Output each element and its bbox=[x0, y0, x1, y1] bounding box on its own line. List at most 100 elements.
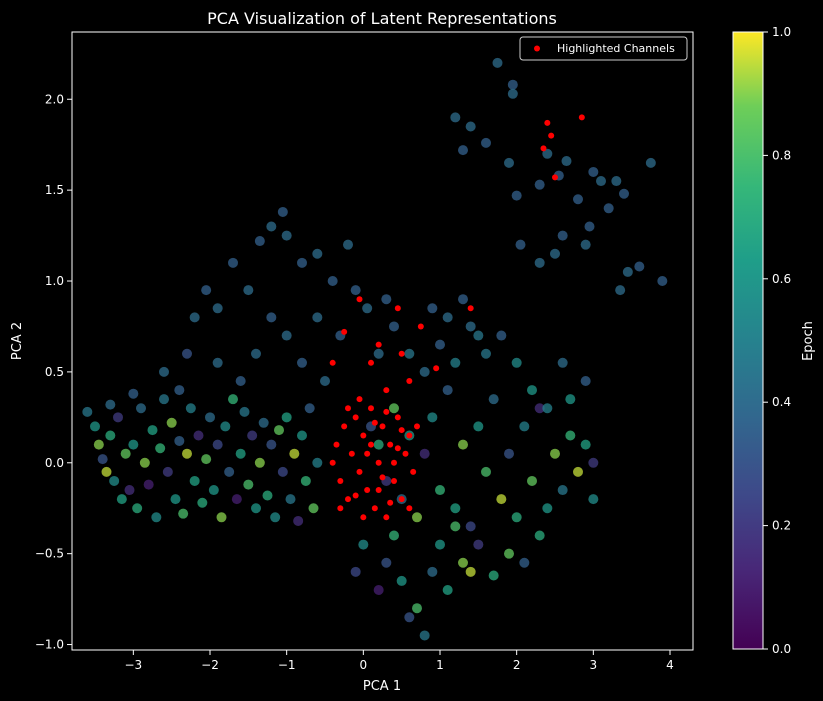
scatter-point bbox=[419, 448, 430, 459]
scatter-point bbox=[258, 417, 269, 428]
scatter-point bbox=[389, 321, 399, 332]
highlighted-point bbox=[540, 145, 547, 152]
colorbar-ticks: 0.0 0.2 0.4 0.6 0.8 1.0 bbox=[763, 25, 791, 656]
highlighted-point bbox=[348, 450, 355, 457]
scatter-point bbox=[243, 285, 254, 296]
highlighted-point bbox=[356, 396, 363, 403]
scatter-point bbox=[657, 276, 668, 287]
highlighted-point bbox=[337, 505, 344, 512]
highlighted-point bbox=[368, 359, 374, 366]
scatter-point bbox=[174, 385, 185, 396]
scatter-point bbox=[527, 385, 537, 396]
scatter-point bbox=[565, 430, 576, 441]
y-axis-ticks: −1.0 −0.5 0.0 0.5 1.0 1.5 2.0 bbox=[35, 92, 72, 652]
scatter-point bbox=[277, 206, 288, 217]
scatter-point bbox=[373, 585, 384, 596]
plot-area: −3 −2 −1 0 1 2 3 4 −1.0 −0.5 0.0 0.5 1.0 1.5 2.0 bbox=[35, 31, 694, 672]
scatter-point bbox=[504, 157, 514, 168]
scatter-point bbox=[580, 239, 591, 250]
x-tick-label: 1 bbox=[436, 658, 444, 672]
scatter-point bbox=[254, 457, 265, 468]
scatter-point bbox=[139, 457, 150, 468]
colorbar-label: Epoch bbox=[801, 321, 816, 361]
scatter-point bbox=[350, 566, 361, 577]
y-tick-label: 1.5 bbox=[45, 183, 64, 197]
scatter-point bbox=[450, 357, 461, 368]
scatter-point bbox=[442, 585, 453, 596]
highlighted-point bbox=[398, 427, 405, 434]
highlighted-point bbox=[552, 174, 558, 181]
scatter-point bbox=[189, 475, 200, 486]
scatter-point bbox=[247, 430, 258, 441]
highlighted-point bbox=[329, 459, 336, 466]
scatter-point bbox=[343, 239, 353, 250]
scatter-point bbox=[262, 490, 273, 501]
scatter-point bbox=[561, 156, 572, 167]
scatter-point bbox=[189, 312, 200, 323]
scatter-point bbox=[427, 303, 438, 314]
colorbar-tick-label: 0.4 bbox=[772, 395, 791, 409]
scatter-point bbox=[151, 512, 162, 523]
highlighted-point bbox=[387, 499, 394, 506]
scatter-point bbox=[182, 448, 192, 459]
scatter-point bbox=[251, 348, 261, 359]
scatter-point bbox=[270, 512, 281, 523]
scatter-point bbox=[281, 230, 292, 241]
highlighted-point bbox=[383, 514, 390, 521]
x-tick-label: 3 bbox=[590, 658, 598, 672]
scatter-point bbox=[277, 466, 288, 477]
highlighted-point bbox=[406, 377, 413, 384]
scatter-point bbox=[358, 539, 369, 550]
scatter-point bbox=[611, 176, 622, 187]
scatter-point bbox=[201, 285, 212, 296]
x-tick-label: −3 bbox=[124, 658, 142, 672]
highlighted-point bbox=[345, 405, 351, 412]
highlighted-point bbox=[360, 432, 367, 439]
scatter-point bbox=[565, 394, 576, 405]
scatter-point bbox=[231, 494, 242, 505]
highlighted-point bbox=[364, 450, 371, 457]
scatter-point bbox=[404, 348, 415, 359]
highlighted-point bbox=[337, 477, 344, 484]
scatter-point bbox=[465, 121, 476, 132]
scatter-point bbox=[281, 412, 292, 423]
colorbar-tick-label: 0.6 bbox=[772, 272, 791, 286]
y-tick-label: 2.0 bbox=[45, 92, 64, 106]
scatter-point bbox=[297, 257, 307, 268]
chart-title: PCA Visualization of Latent Representati… bbox=[207, 9, 557, 28]
scatter-point bbox=[511, 190, 522, 201]
scatter-point bbox=[212, 439, 223, 450]
scatter-point bbox=[293, 515, 304, 526]
scatter-point bbox=[519, 557, 530, 568]
x-axis-ticks: −3 −2 −1 0 1 2 3 4 bbox=[124, 650, 674, 672]
scatter-point bbox=[580, 439, 591, 450]
scatter-point bbox=[427, 566, 438, 577]
colorbar-gradient bbox=[732, 31, 764, 650]
scatter-point bbox=[496, 330, 507, 341]
scatter-point bbox=[113, 412, 123, 423]
scatter-point bbox=[542, 403, 553, 414]
scatter-point bbox=[534, 179, 545, 190]
scatter-point bbox=[266, 439, 277, 450]
scatter-point bbox=[274, 425, 284, 436]
scatter-point bbox=[105, 430, 116, 441]
scatter-point bbox=[511, 512, 522, 523]
highlighted-point bbox=[406, 505, 413, 512]
scatter-point bbox=[128, 439, 139, 450]
scatter-point bbox=[362, 303, 373, 314]
scatter-point bbox=[228, 257, 238, 268]
highlighted-point bbox=[379, 423, 386, 430]
scatter-point bbox=[557, 357, 568, 368]
scatter-point bbox=[557, 230, 568, 241]
legend-marker-highlighted bbox=[534, 45, 540, 52]
scatter-point bbox=[297, 357, 307, 368]
scatter-point bbox=[588, 457, 599, 468]
scatter-point bbox=[450, 521, 461, 532]
scatter-point bbox=[481, 137, 491, 148]
scatter-point bbox=[450, 503, 461, 514]
scatter-point bbox=[450, 112, 461, 123]
scatter-point bbox=[308, 503, 319, 514]
scatter-point bbox=[373, 348, 384, 359]
scatter-point bbox=[205, 412, 215, 423]
x-tick-label: −1 bbox=[278, 658, 296, 672]
